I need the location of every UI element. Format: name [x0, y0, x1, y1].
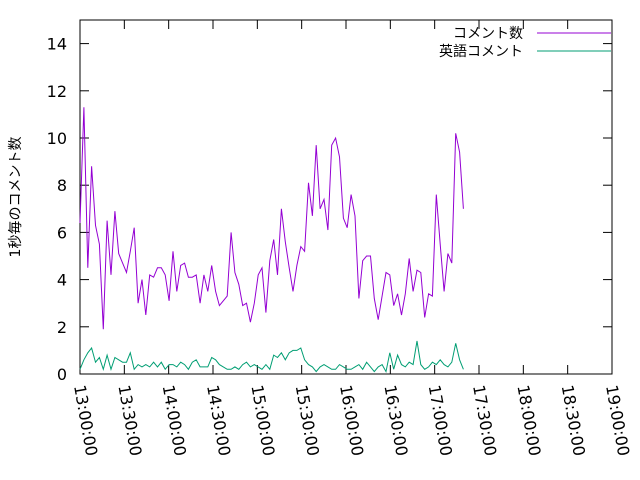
y-tick-label: 2: [57, 318, 67, 337]
x-tick-label: 18:00:00: [513, 383, 544, 457]
y-tick-label: 0: [57, 365, 67, 384]
legend-label-0: コメント数: [453, 26, 523, 42]
y-tick-label: 6: [57, 223, 67, 242]
x-tick-label: 14:30:00: [203, 383, 234, 457]
y-tick-label: 14: [47, 35, 67, 54]
y-tick-label: 10: [47, 129, 67, 148]
y-tick-label: 8: [57, 176, 67, 195]
x-tick-label: 13:30:00: [114, 383, 145, 457]
legend-label-1: 英語コメント: [439, 43, 523, 60]
y-axis: 0 2 4 6 8 10 12 14: [47, 35, 612, 384]
x-axis: 13:00:00 13:30:00 14:00:00 14:30:00 15:00:00…: [70, 20, 633, 457]
x-tick-label: 13:00:00: [70, 383, 101, 457]
y-tick-label: 12: [47, 82, 67, 101]
x-tick-label: 16:30:00: [380, 383, 411, 457]
x-tick-label: 18:30:00: [558, 383, 589, 457]
x-tick-label: 14:00:00: [159, 383, 190, 457]
x-tick-label: 19:00:00: [602, 383, 633, 457]
x-tick-label: 15:00:00: [247, 383, 278, 457]
y-tick-label: 4: [57, 271, 67, 290]
y-axis-title: 1秒毎のコメント数: [8, 137, 24, 258]
series-layer: [79, 107, 464, 374]
series-line-1: [79, 340, 464, 374]
x-tick-label: 16:00:00: [336, 383, 367, 457]
plot-frame: [79, 19, 613, 375]
series-line-0: [79, 107, 464, 330]
x-tick-label: 17:00:00: [425, 383, 456, 457]
x-tick-label: 17:30:00: [469, 383, 500, 457]
x-tick-label: 15:30:00: [292, 383, 323, 457]
